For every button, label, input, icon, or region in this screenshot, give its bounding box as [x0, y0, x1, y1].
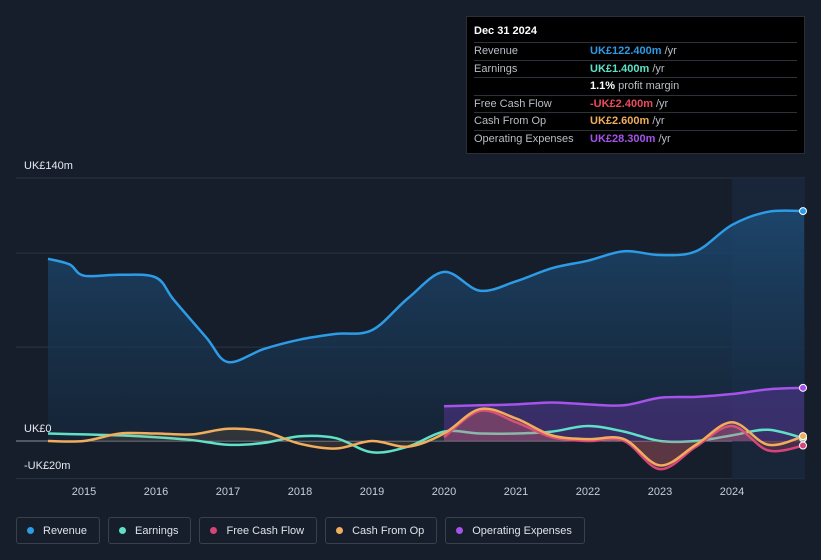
tooltip-row: Revenue UK£122.400m/yr	[474, 43, 797, 61]
legend-label: Cash From Op	[352, 524, 425, 537]
y-axis-label-top: UK£140m	[24, 160, 73, 172]
revenue-end-point	[799, 207, 807, 216]
tooltip-row: Operating Expenses UK£28.300m/yr	[474, 131, 797, 148]
tooltip-row-label: Cash From Op	[474, 115, 547, 128]
free-cash-flow-line	[443, 409, 805, 471]
x-tick-label: 2022	[576, 486, 600, 498]
tooltip-row-value: -UK£2.400m	[590, 97, 653, 110]
y-axis-label-bottom: -UK£20m	[24, 460, 71, 472]
cash-from-op-area	[48, 408, 804, 466]
data-tooltip: Dec 31 2024 Revenue UK£122.400m/yr Earning…	[466, 16, 805, 154]
legend-label: Earnings	[135, 524, 179, 537]
legend-item-operating-expenses[interactable]: Operating Expenses	[445, 517, 585, 544]
tooltip-row-unit: /yr	[658, 132, 671, 145]
tooltip-row-unit: /yr	[655, 97, 669, 110]
revenue-line	[47, 209, 805, 364]
legend-dot-icon	[336, 527, 344, 534]
legend-item-earnings[interactable]: Earnings	[108, 517, 192, 544]
tooltip-row-value: 1.1%	[590, 80, 616, 93]
free-cash-flow-end-point	[799, 441, 807, 450]
operating-expenses-end-point	[799, 383, 807, 392]
tooltip-row-value: UK£2.600m	[590, 115, 650, 128]
legend-dot-icon	[456, 527, 464, 534]
x-tick-label: 2017	[216, 486, 240, 498]
x-tick-label: 2020	[432, 486, 456, 498]
x-tick-label: 2019	[360, 486, 384, 498]
legend-item-free-cash-flow[interactable]: Free Cash Flow	[199, 517, 318, 544]
x-tick-label: 2015	[72, 486, 96, 498]
tooltip-row: 1.1% profit margin	[474, 78, 797, 96]
tooltip-row-value: UK£122.400m	[590, 45, 662, 58]
legend-dot-icon	[119, 527, 127, 534]
tooltip-row-label: Earnings	[474, 62, 518, 75]
legend-label: Free Cash Flow	[226, 524, 305, 537]
tooltip-row-unit: /yr	[664, 45, 677, 58]
legend-dot-icon	[27, 527, 34, 534]
chart-legend: Revenue Earnings Free Cash Flow Cash From O…	[16, 517, 585, 544]
tooltip-row-unit: profit margin	[618, 80, 680, 93]
cash-from-op-end-point	[799, 432, 807, 441]
tooltip-row-value: UK£1.400m	[590, 62, 650, 75]
legend-item-revenue[interactable]: Revenue	[16, 517, 101, 544]
x-tick-label: 2021	[504, 486, 528, 498]
tooltip-row-unit: /yr	[652, 115, 665, 128]
x-tick-label: 2018	[288, 486, 312, 498]
tooltip-row: Earnings UK£1.400m/yr	[474, 61, 797, 78]
x-tick-label: 2023	[648, 486, 672, 498]
x-tick-label: 2024	[720, 486, 744, 498]
tooltip-row: Cash From Op UK£2.600m/yr	[474, 113, 797, 131]
tooltip-row-label: Free Cash Flow	[474, 97, 552, 110]
revenue-area	[48, 210, 804, 441]
x-tick-label: 2016	[144, 486, 168, 498]
legend-dot-icon	[210, 527, 218, 534]
legend-item-cash-from-op[interactable]: Cash From Op	[325, 517, 438, 544]
earnings-line	[47, 424, 805, 454]
operating-expenses-line	[443, 386, 805, 408]
legend-label: Operating Expenses	[472, 524, 572, 537]
cash-from-op-line	[47, 407, 805, 467]
tooltip-row-unit: /yr	[652, 62, 665, 75]
tooltip-row-label: Revenue	[474, 45, 519, 58]
free-cash-flow-area	[444, 410, 804, 470]
tooltip-date: Dec 31 2024	[474, 25, 797, 43]
y-axis-label-zero: UK£0	[24, 423, 52, 435]
tooltip-row-label: Operating Expenses	[474, 132, 574, 145]
legend-label: Revenue	[43, 524, 88, 537]
tooltip-row: Free Cash Flow -UK£2.400m/yr	[474, 96, 797, 113]
tooltip-row-value: UK£28.300m	[590, 132, 656, 145]
